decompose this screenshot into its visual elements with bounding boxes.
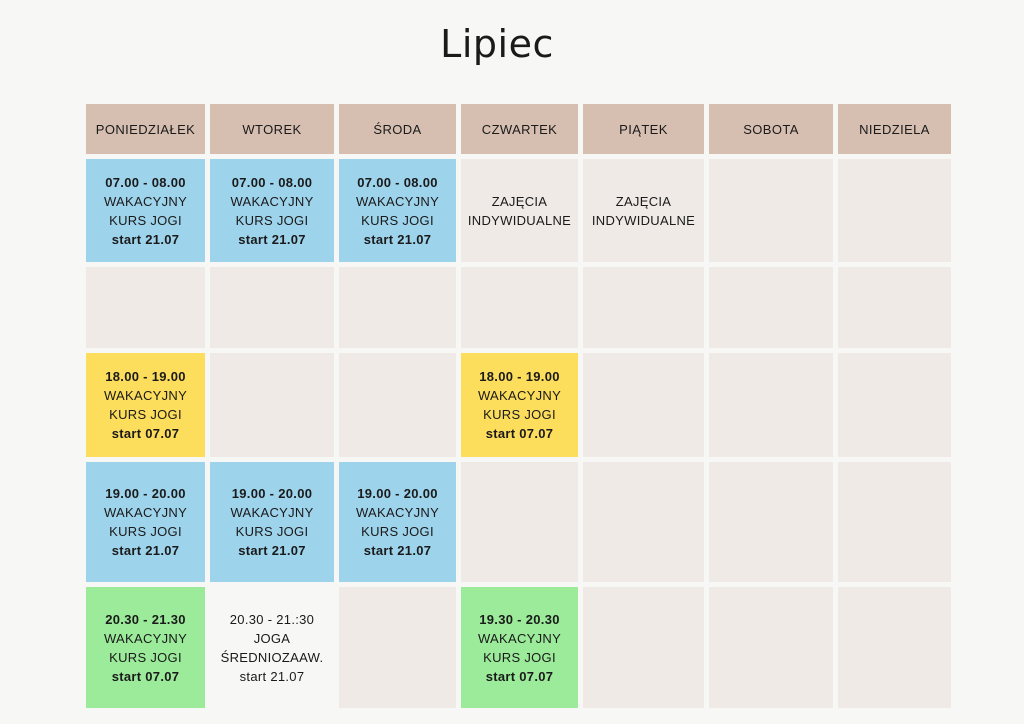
schedule-cell [709,587,833,708]
day-header-2: ŚRODA [339,104,456,154]
schedule-cell[interactable]: 19.00 - 20.00 WAKACYJNY KURS JOGI start 21.… [339,462,456,582]
schedule-cell [709,267,833,348]
class-start-date: start 21.07 [239,668,305,684]
class-name-line: KURS JOGI [483,407,556,422]
schedule-cell [583,267,704,348]
day-header-1: WTOREK [210,104,334,154]
class-name-line: KURS JOGI [109,407,182,422]
schedule-cell [210,353,334,457]
schedule-cell [838,159,951,262]
class-name-line: INDYWIDUALNE [467,212,572,228]
class-name-line: WAKACYJNY [103,388,188,403]
class-time: 07.00 - 08.00 [231,174,313,190]
schedule-cell [461,462,578,582]
class-start-date: start 21.07 [238,231,306,247]
schedule-cell [339,353,456,457]
class-name-line: ŚREDNIOZAAW. [220,649,324,665]
schedule-cell[interactable]: 20.30 - 21.30 WAKACYJNY KURS JOGI start 07.… [86,587,205,708]
schedule-cell [583,587,704,708]
schedule-cell[interactable]: ZAJĘCIA INDYWIDUALNE [461,159,578,262]
class-time: 18.00 - 19.00 [479,369,560,384]
class-start-date: start 07.07 [485,668,554,684]
schedule-cell [709,353,833,457]
schedule-cell[interactable]: 07.00 - 08.00 WAKACYJNY KURS JOGI start 21.… [339,159,456,262]
class-name-line: KURS JOGI [109,524,182,539]
class-name-line: KURS JOGI [235,524,309,539]
class-name-line: JOGA [253,630,291,646]
day-header-5: SOBOTA [709,104,833,154]
schedule-cell [709,462,833,582]
schedule-cell[interactable]: 07.00 - 08.00 WAKACYJNY KURS JOGI start 21.… [86,159,205,262]
class-start-date: start 21.07 [363,231,432,247]
class-name-line: INDYWIDUALNE [591,212,696,228]
class-time: 19.00 - 20.00 [105,486,186,501]
class-time: 18.00 - 19.00 [105,369,186,384]
schedule-cell[interactable]: 07.00 - 08.00 WAKACYJNY KURS JOGI start 21.… [210,159,334,262]
class-name-line: WAKACYJNY [103,505,188,520]
schedule-cell [583,462,704,582]
class-start-date: start 21.07 [111,543,180,558]
class-name-line: WAKACYJNY [230,193,314,209]
class-time: 19.00 - 20.00 [357,486,438,501]
class-name-line: KURS JOGI [109,649,182,665]
schedule-cell [210,267,334,348]
schedule-cell [461,267,578,348]
schedule-cell [838,587,951,708]
class-name-line: ZAJĘCIA [491,193,548,209]
class-start-date: start 07.07 [111,426,180,441]
schedule-cell [583,353,704,457]
schedule-cell[interactable]: 19.00 - 20.00 WAKACYJNY KURS JOGI start 21.… [86,462,205,582]
day-header-3: CZWARTEK [461,104,578,154]
class-time: 19.30 - 20.30 [479,611,560,627]
schedule-cell [838,353,951,457]
class-name-line: KURS JOGI [361,212,434,228]
class-name-line: KURS JOGI [109,212,182,228]
schedule-cell [838,462,951,582]
class-time: 19.00 - 20.00 [231,486,313,501]
class-name-line: WAKACYJNY [103,630,188,646]
class-time: 20.30 - 21.:30 [229,611,315,627]
schedule-cell[interactable]: ZAJĘCIA INDYWIDUALNE [583,159,704,262]
class-time: 20.30 - 21.30 [105,611,186,627]
schedule-cell [339,267,456,348]
day-header-4: PIĄTEK [583,104,704,154]
class-name-line: WAKACYJNY [477,630,562,646]
class-name-line: WAKACYJNY [355,193,440,209]
class-name-line: KURS JOGI [483,649,556,665]
class-name-line: WAKACYJNY [355,505,440,520]
schedule-cell[interactable]: 19.30 - 20.30 WAKACYJNY KURS JOGI start 07.… [461,587,578,708]
schedule-cell[interactable]: 18.00 - 19.00 WAKACYJNY KURS JOGI start 07.… [461,353,578,457]
day-header-0: PONIEDZIAŁEK [86,104,205,154]
class-time: 07.00 - 08.00 [105,174,186,190]
schedule-cell [339,587,456,708]
class-name-line: WAKACYJNY [230,505,314,520]
page-title: Lipiec [440,22,554,66]
schedule-cell [838,267,951,348]
class-name-line: ZAJĘCIA [615,193,672,209]
schedule-cell [709,159,833,262]
class-start-date: start 21.07 [111,231,180,247]
class-start-date: start 21.07 [363,543,432,558]
schedule-cell[interactable]: 18.00 - 19.00 WAKACYJNY KURS JOGI start 07.… [86,353,205,457]
class-name-line: WAKACYJNY [477,388,562,403]
class-start-date: start 07.07 [111,668,180,684]
class-name-line: KURS JOGI [361,524,434,539]
schedule-cell[interactable]: 20.30 - 21.:30 JOGA ŚREDNIOZAAW. start 21.0… [210,587,334,708]
class-name-line: WAKACYJNY [103,193,188,209]
day-header-6: NIEDZIELA [838,104,951,154]
class-start-date: start 21.07 [238,543,306,558]
class-time: 07.00 - 08.00 [357,174,438,190]
class-start-date: start 07.07 [485,426,554,441]
schedule-cell[interactable]: 19.00 - 20.00 WAKACYJNY KURS JOGI start 21.… [210,462,334,582]
schedule-cell [86,267,205,348]
class-name-line: KURS JOGI [235,212,309,228]
